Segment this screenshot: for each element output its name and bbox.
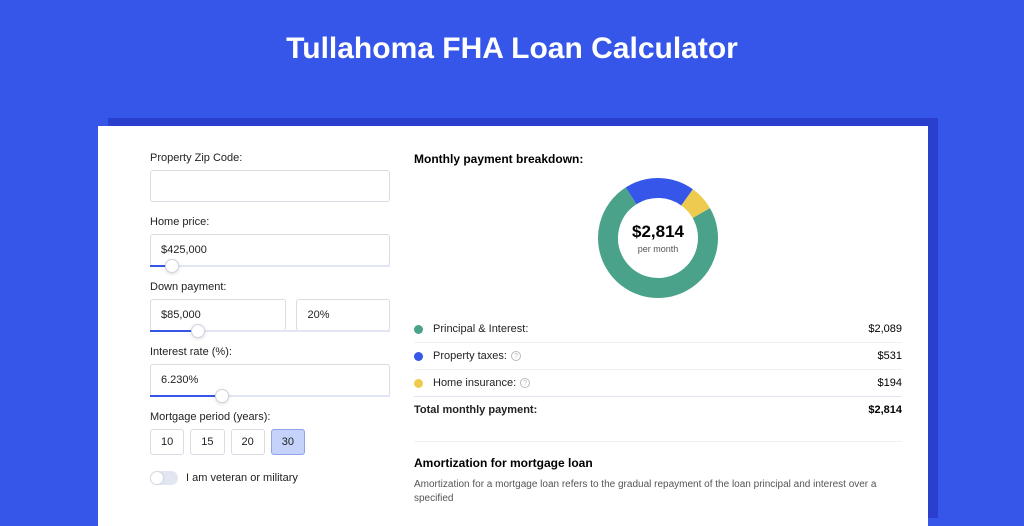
zip-label: Property Zip Code: [150, 152, 390, 164]
field-interest-rate: Interest rate (%): [150, 346, 390, 397]
breakdown-label: Home insurance:? [433, 377, 878, 389]
results-panel: Monthly payment breakdown: $2,814 per mo… [414, 152, 902, 526]
slider-thumb[interactable] [165, 259, 179, 273]
breakdown-value: $194 [878, 377, 902, 389]
field-zip: Property Zip Code: [150, 152, 390, 202]
slider-thumb[interactable] [191, 324, 205, 338]
veteran-label: I am veteran or military [186, 472, 298, 484]
amortization-title: Amortization for mortgage loan [414, 456, 902, 470]
period-button-20[interactable]: 20 [231, 429, 265, 455]
home-price-label: Home price: [150, 216, 390, 228]
period-button-10[interactable]: 10 [150, 429, 184, 455]
legend-swatch [414, 325, 423, 334]
down-payment-slider[interactable] [150, 330, 390, 332]
info-icon[interactable]: ? [511, 351, 521, 361]
veteran-toggle[interactable] [150, 471, 178, 485]
field-mortgage-period: Mortgage period (years): 1015 2030 [150, 411, 390, 455]
breakdown-value: $2,089 [868, 323, 902, 335]
breakdown-title: Monthly payment breakdown: [414, 152, 902, 166]
interest-rate-label: Interest rate (%): [150, 346, 390, 358]
donut-sublabel: per month [638, 244, 679, 254]
down-payment-percent-input[interactable] [296, 299, 390, 331]
zip-input[interactable] [150, 170, 390, 202]
breakdown-value: $531 [878, 350, 902, 362]
breakdown-label: Principal & Interest: [433, 323, 868, 335]
slider-thumb[interactable] [215, 389, 229, 403]
amortization-text: Amortization for a mortgage loan refers … [414, 478, 902, 506]
total-label: Total monthly payment: [414, 404, 868, 416]
home-price-input[interactable] [150, 234, 390, 266]
donut-chart-wrap: $2,814 per month [414, 178, 902, 298]
period-button-15[interactable]: 15 [190, 429, 224, 455]
inputs-panel: Property Zip Code: Home price: Down paym… [150, 152, 390, 526]
down-payment-label: Down payment: [150, 281, 390, 293]
donut-value: $2,814 [632, 222, 684, 242]
legend-swatch [414, 352, 423, 361]
breakdown-label: Property taxes:? [433, 350, 878, 362]
info-icon[interactable]: ? [520, 378, 530, 388]
donut-center: $2,814 per month [598, 178, 718, 298]
slider-fill [150, 395, 222, 397]
donut-chart: $2,814 per month [598, 178, 718, 298]
amortization-section: Amortization for mortgage loan Amortizat… [414, 441, 902, 506]
down-payment-amount-input[interactable] [150, 299, 286, 331]
page-title: Tullahoma FHA Loan Calculator [0, 0, 1024, 86]
home-price-slider[interactable] [150, 265, 390, 267]
breakdown-row: Property taxes:?$531 [414, 342, 902, 369]
field-down-payment: Down payment: [150, 281, 390, 332]
total-value: $2,814 [868, 404, 902, 416]
breakdown-total-row: Total monthly payment: $2,814 [414, 396, 902, 423]
toggle-knob [151, 472, 163, 484]
calculator-card: Property Zip Code: Home price: Down paym… [98, 126, 928, 526]
breakdown-row: Home insurance:?$194 [414, 369, 902, 396]
legend-swatch [414, 379, 423, 388]
field-veteran: I am veteran or military [150, 471, 390, 485]
interest-rate-slider[interactable] [150, 395, 390, 397]
breakdown-row: Principal & Interest:$2,089 [414, 316, 902, 342]
field-home-price: Home price: [150, 216, 390, 267]
interest-rate-input[interactable] [150, 364, 390, 396]
mortgage-period-label: Mortgage period (years): [150, 411, 390, 423]
period-button-30[interactable]: 30 [271, 429, 305, 455]
